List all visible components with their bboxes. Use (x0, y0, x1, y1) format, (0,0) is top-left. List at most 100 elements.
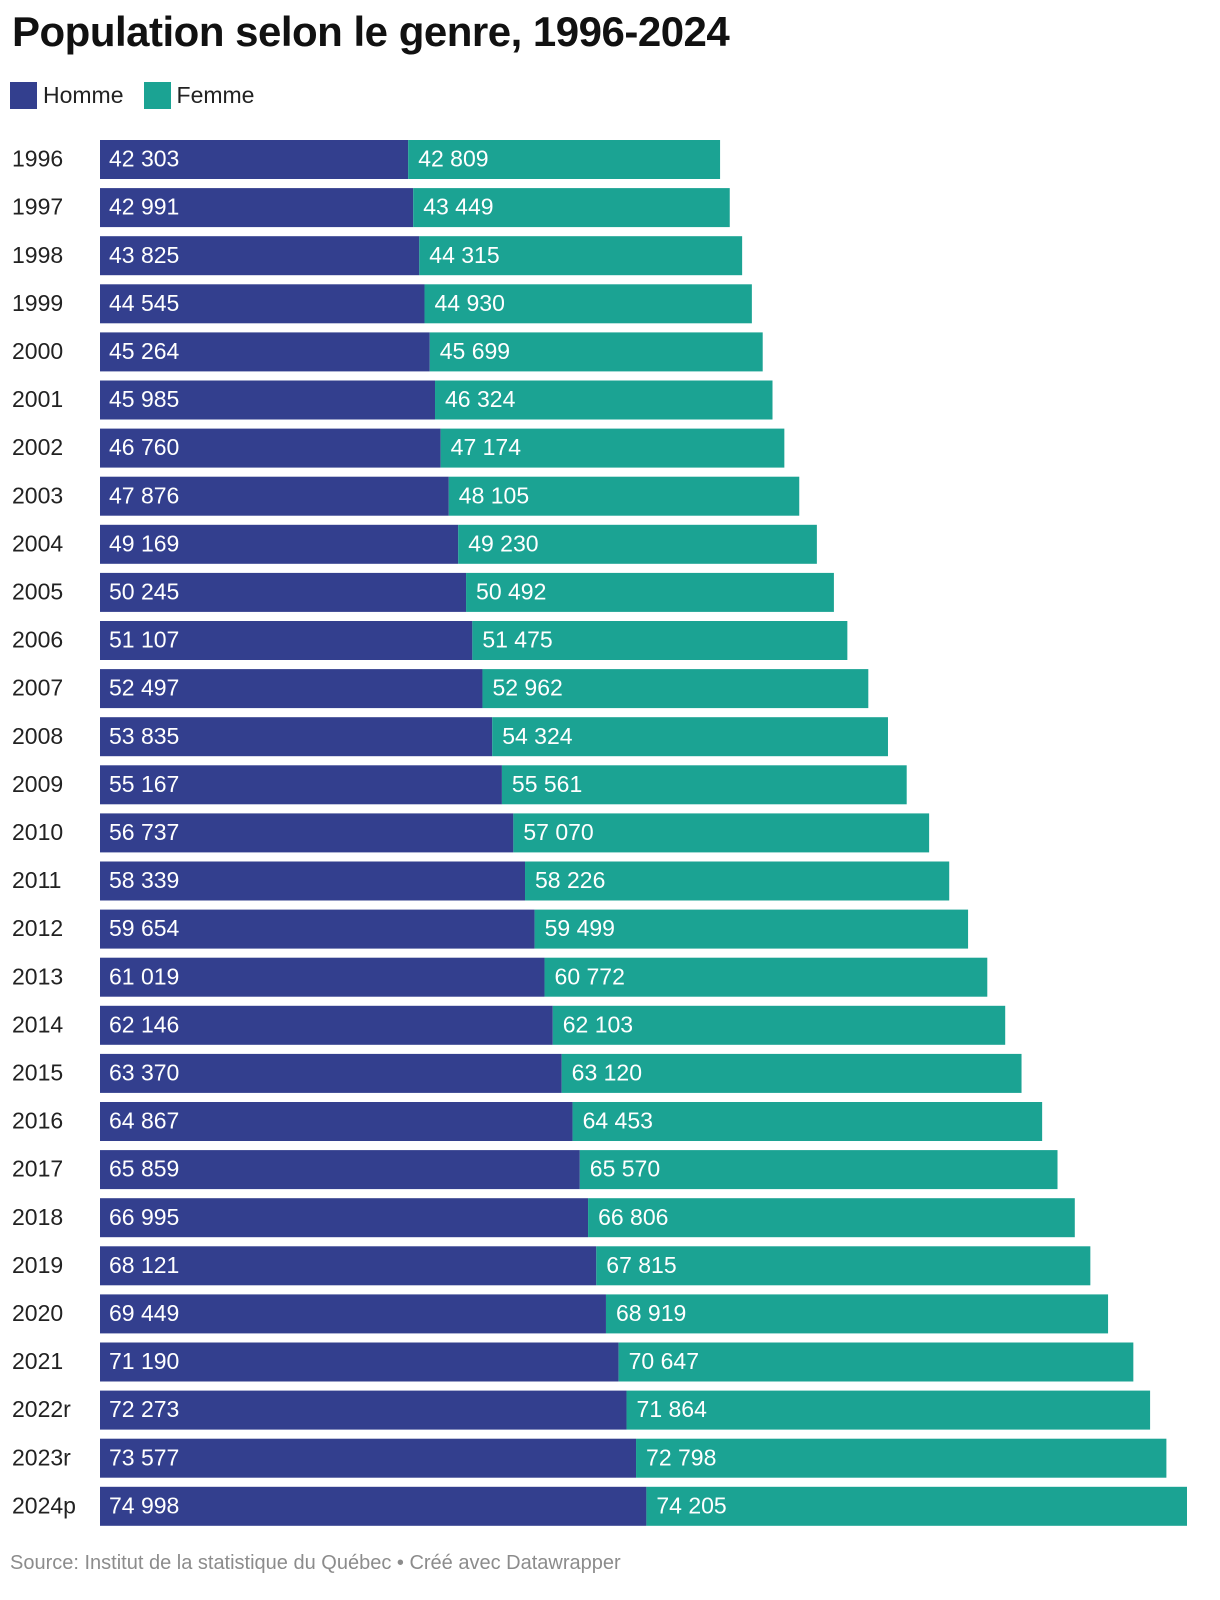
bar-femme (435, 380, 773, 420)
bar-homme (100, 1198, 589, 1238)
category-label: 2005 (12, 578, 63, 604)
bar-femme (472, 621, 848, 660)
value-label-homme: 45 985 (109, 386, 179, 412)
value-label-femme: 43 449 (423, 194, 493, 220)
bar-femme (534, 909, 969, 949)
bar-homme (100, 1053, 562, 1093)
value-label-homme: 63 370 (109, 1059, 179, 1085)
bar-homme (100, 813, 514, 853)
bar-homme (100, 476, 449, 516)
category-label: 2001 (12, 386, 63, 412)
category-label: 1997 (12, 194, 63, 220)
category-label: 2012 (12, 915, 63, 941)
bar-femme (419, 236, 743, 276)
value-label-homme: 47 876 (109, 482, 179, 508)
value-label-femme: 63 120 (572, 1059, 642, 1085)
bar-homme (100, 284, 425, 324)
category-label: 2014 (12, 1011, 63, 1037)
value-label-femme: 51 475 (482, 627, 552, 653)
bar-femme (596, 1246, 1091, 1286)
value-label-homme: 55 167 (109, 771, 179, 797)
value-label-femme: 50 492 (476, 578, 546, 604)
category-label: 2011 (12, 867, 61, 893)
chart-title: Population selon le genre, 1996-2024 (12, 8, 730, 55)
bar-femme (636, 1438, 1167, 1478)
category-label: 2021 (12, 1348, 63, 1374)
bar-femme (429, 332, 763, 372)
value-label-homme: 46 760 (109, 434, 179, 460)
value-label-homme: 59 654 (109, 915, 180, 941)
value-label-femme: 58 226 (535, 867, 605, 893)
bar-homme (100, 188, 414, 228)
value-label-femme: 44 315 (429, 242, 499, 268)
bar-homme (100, 1246, 597, 1286)
bar-homme (100, 236, 420, 276)
value-label-homme: 71 190 (109, 1348, 179, 1374)
value-label-femme: 66 806 (598, 1204, 668, 1230)
value-label-femme: 65 570 (590, 1156, 660, 1182)
category-label: 2003 (12, 482, 63, 508)
bar-femme (513, 813, 930, 853)
category-label: 2007 (12, 675, 63, 701)
value-label-homme: 68 121 (109, 1252, 179, 1278)
category-label: 1996 (12, 146, 63, 172)
bar-femme (413, 188, 730, 228)
category-label: 2009 (12, 771, 63, 797)
source-note: Source: Institut de la statistique du Qu… (10, 1552, 621, 1574)
bar-femme (424, 284, 752, 324)
value-label-homme: 69 449 (109, 1300, 179, 1326)
category-label: 2019 (12, 1252, 63, 1278)
value-label-homme: 51 107 (109, 627, 179, 653)
bar-femme (501, 765, 907, 805)
category-label: 2020 (12, 1300, 63, 1326)
bar-homme (100, 1102, 573, 1141)
value-label-femme: 67 815 (606, 1252, 676, 1278)
value-label-femme: 71 864 (637, 1396, 708, 1422)
value-label-homme: 52 497 (109, 675, 179, 701)
legend-label-femme: Femme (176, 82, 255, 108)
bar-femme (588, 1198, 1075, 1238)
bar-homme (100, 717, 493, 757)
value-label-homme: 44 545 (109, 290, 179, 316)
value-label-homme: 61 019 (109, 963, 179, 989)
bar-femme (572, 1102, 1043, 1141)
bar-homme (100, 1390, 627, 1430)
category-label: 2008 (12, 723, 63, 749)
value-label-homme: 49 169 (109, 530, 179, 556)
legend-item-homme: Homme (10, 82, 124, 109)
category-label: 2013 (12, 963, 63, 989)
value-label-homme: 74 998 (109, 1492, 179, 1518)
bar-femme (544, 957, 988, 997)
value-label-homme: 66 995 (109, 1204, 179, 1230)
category-label: 2002 (12, 434, 63, 460)
bar-homme (100, 1486, 647, 1526)
stacked-bar-chart: 1996 42 303 42 809 1997 42 991 43 449 1998 43 8… (12, 140, 1187, 1526)
value-label-femme: 54 324 (502, 723, 573, 749)
value-label-femme: 59 499 (545, 915, 615, 941)
bar-homme (100, 1150, 580, 1190)
value-label-femme: 46 324 (445, 386, 516, 412)
bar-femme (561, 1053, 1022, 1093)
bar-femme (440, 428, 785, 468)
category-label: 2024p (12, 1492, 76, 1518)
value-label-homme: 43 825 (109, 242, 179, 268)
bar-homme (100, 621, 473, 660)
value-label-femme: 44 930 (435, 290, 505, 316)
value-label-homme: 72 273 (109, 1396, 179, 1422)
bar-femme (605, 1294, 1109, 1334)
bar-homme (100, 380, 436, 420)
bar-homme (100, 524, 459, 564)
value-label-homme: 42 303 (109, 146, 179, 172)
value-label-femme: 68 919 (616, 1300, 686, 1326)
legend-swatch-homme (10, 82, 37, 109)
bar-homme (100, 572, 467, 612)
value-label-femme: 72 798 (646, 1444, 716, 1470)
value-label-femme: 64 453 (583, 1108, 653, 1134)
bar-homme (100, 1005, 553, 1045)
bar-femme (626, 1390, 1151, 1430)
value-label-homme: 64 867 (109, 1108, 179, 1134)
bar-femme (408, 140, 721, 179)
bar-homme (100, 765, 502, 805)
value-label-femme: 49 230 (468, 530, 538, 556)
bar-homme (100, 909, 535, 949)
